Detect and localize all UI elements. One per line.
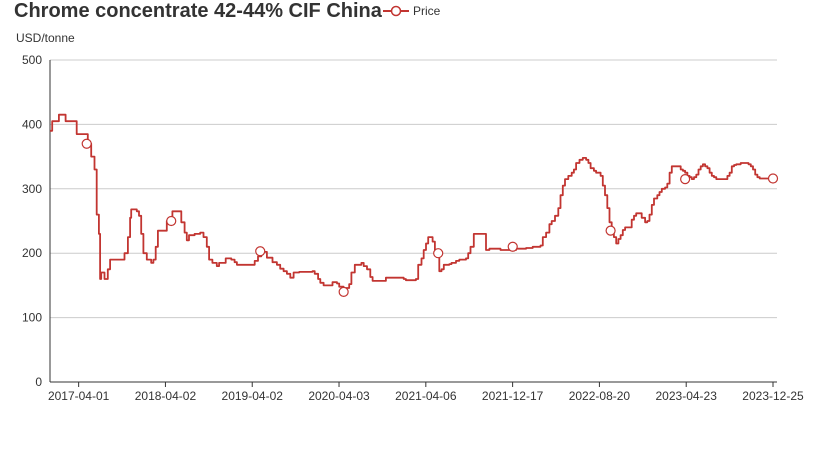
- grid-lines: [50, 59, 777, 319]
- y-tick-label: 300: [22, 182, 42, 196]
- series-layer: [50, 113, 774, 293]
- legend-line-circle-icon: [383, 5, 409, 17]
- data-point-marker: [338, 286, 349, 297]
- data-point-marker: [166, 215, 177, 227]
- data-point-marker: [507, 241, 518, 252]
- legend[interactable]: Price: [383, 2, 440, 20]
- x-tick-label: 2021-12-17: [482, 389, 544, 403]
- data-point-marker: [605, 225, 616, 236]
- data-point-marker: [433, 248, 444, 259]
- y-tick-label: 200: [22, 246, 42, 260]
- x-tick-label: 2020-04-03: [308, 389, 370, 403]
- y-tick-label: 0: [35, 375, 42, 389]
- x-tick-label: 2022-08-20: [569, 389, 631, 403]
- x-tick-label: 2023-12-25: [742, 389, 804, 403]
- y-axis-unit-label: USD/tonne: [16, 31, 75, 45]
- data-point-marker: [680, 174, 691, 185]
- x-tick-label: 2021-04-06: [395, 389, 457, 403]
- data-point-marker: [81, 138, 92, 149]
- y-tick-label: 100: [22, 311, 42, 325]
- x-tick-label: 2023-04-23: [656, 389, 718, 403]
- axes: 0 100 200 300 400 500 2017-04-01 2018-04-02 2019…: [22, 53, 804, 403]
- legend-label-price: Price: [413, 4, 441, 18]
- series-line-price: [50, 113, 774, 293]
- data-point-marker: [767, 173, 779, 184]
- x-tick-label: 2019-04-02: [222, 389, 284, 403]
- y-tick-label: 400: [22, 117, 42, 131]
- y-tick-label: 500: [22, 53, 42, 67]
- chart-title: Chrome concentrate 42-44% CIF China: [14, 0, 382, 22]
- marker-layer: [81, 138, 779, 297]
- x-tick-label: 2018-04-02: [135, 389, 197, 403]
- x-tick-label: 2017-04-01: [48, 389, 110, 403]
- data-point-marker: [255, 246, 266, 257]
